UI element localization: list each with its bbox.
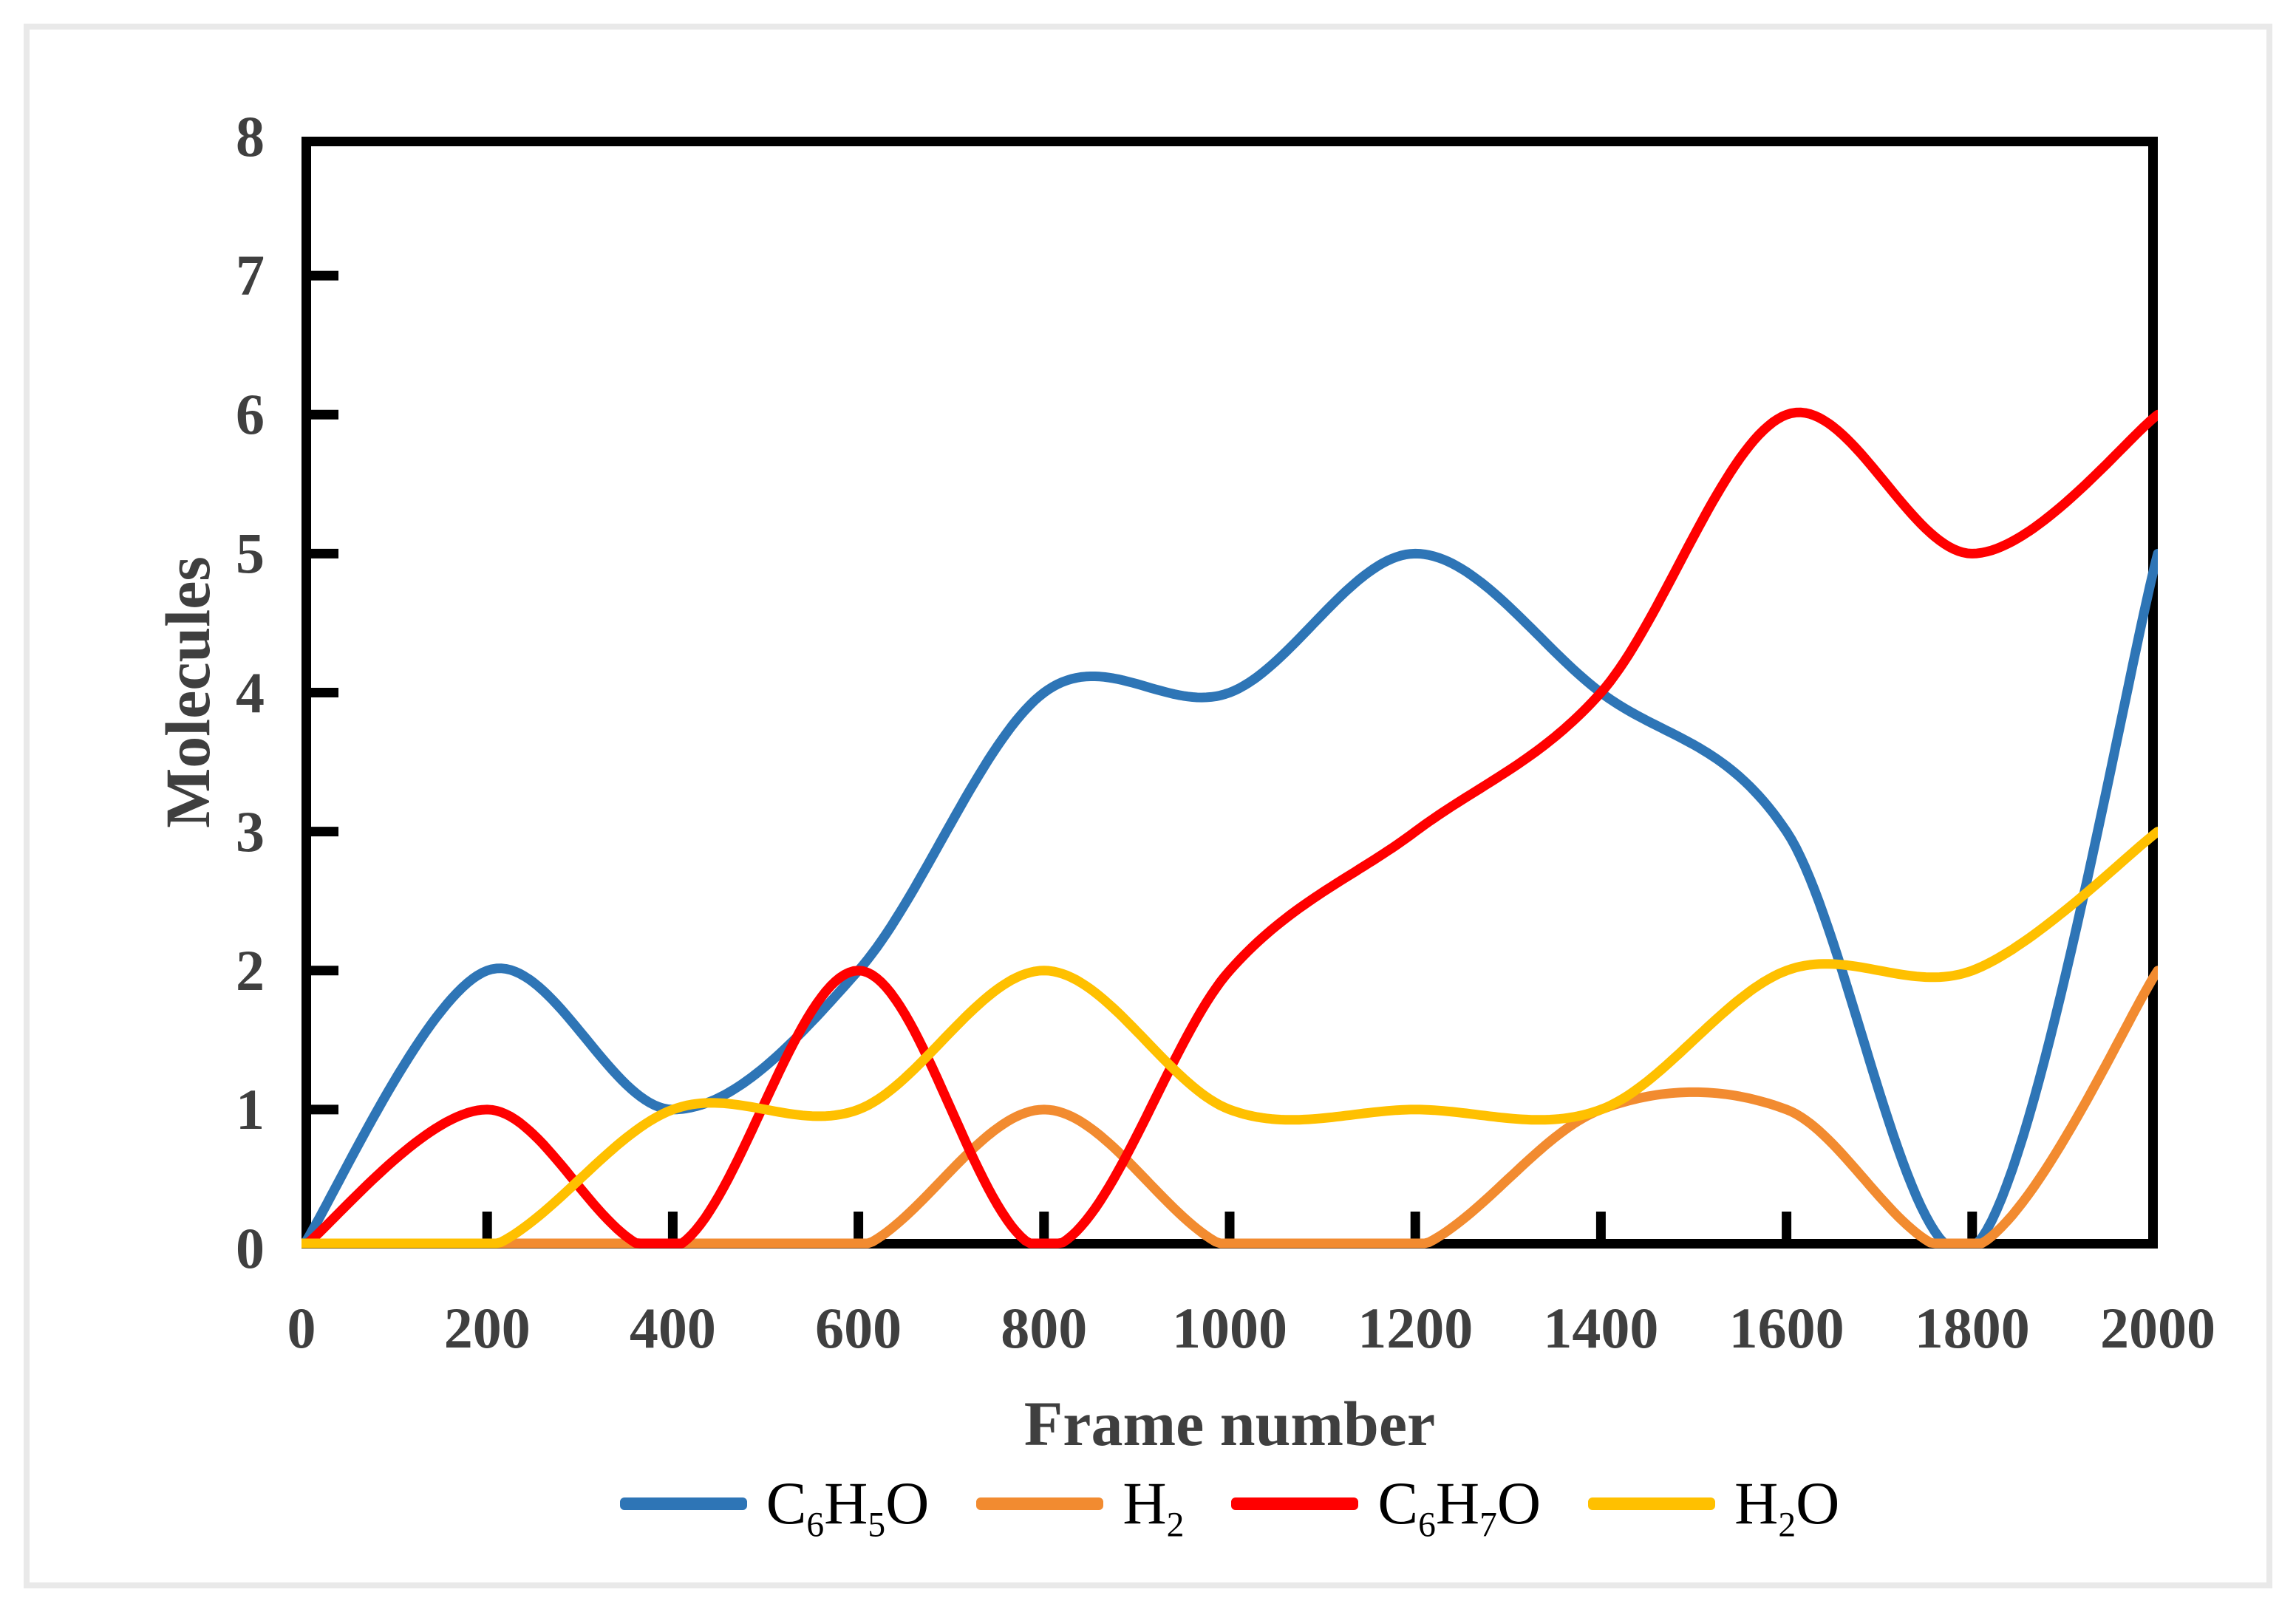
y-tick-label: 5	[236, 521, 265, 586]
legend-swatch-C6H7O	[1231, 1497, 1359, 1510]
x-axis-title: Frame number	[1023, 1388, 1436, 1459]
y-tick-label: 1	[236, 1076, 265, 1141]
x-tick-label: 1000	[1172, 1296, 1287, 1360]
figure-frame	[24, 24, 2272, 1588]
series-line-C6H7O	[302, 407, 2158, 1249]
legend-swatch-H2	[976, 1497, 1104, 1510]
x-tick-label: 1200	[1357, 1296, 1474, 1360]
series-line-H2O	[302, 827, 2158, 1249]
legend-label-C6H5O: C6H5O	[766, 1469, 930, 1545]
y-tick-label: 2	[236, 938, 265, 1003]
legend-item-C6H5O: C6H5O	[619, 1469, 930, 1545]
legend-item-C6H7O: C6H7O	[1231, 1469, 1542, 1545]
legend-swatch-C6H5O	[619, 1497, 747, 1510]
x-tick-label: 0	[287, 1296, 316, 1360]
x-tick-label: 1600	[1728, 1296, 1844, 1360]
legend: C6H5O H2 C6H7O H2O	[302, 1459, 2158, 1548]
legend-label-H2O: H2O	[1734, 1469, 1840, 1545]
plot-area	[302, 137, 2158, 1249]
legend-label-H2: H2	[1123, 1469, 1185, 1545]
y-tick-label: 4	[236, 660, 265, 725]
x-tick-label: 2000	[2100, 1296, 2215, 1360]
legend-label-C6H7O: C6H7O	[1377, 1469, 1542, 1545]
y-tick-label: 3	[236, 799, 265, 864]
y-tick-label: 7	[236, 243, 265, 308]
legend-item-H2: H2	[976, 1469, 1185, 1545]
y-tick-label: 8	[236, 104, 265, 168]
y-tick-label: 0	[236, 1216, 265, 1280]
legend-item-H2O: H2O	[1588, 1469, 1840, 1545]
y-tick-label: 6	[236, 382, 265, 447]
chart-svg	[302, 137, 2158, 1249]
series-line-C6H5O	[302, 548, 2158, 1249]
x-tick-label: 200	[443, 1296, 531, 1360]
x-tick-label: 1400	[1543, 1296, 1659, 1360]
x-tick-label: 1800	[1914, 1296, 2030, 1360]
series-line-H2	[302, 966, 2158, 1249]
legend-swatch-H2O	[1588, 1497, 1716, 1510]
x-tick-label: 400	[629, 1296, 716, 1360]
x-tick-label: 600	[815, 1296, 902, 1360]
x-tick-label: 800	[1001, 1296, 1088, 1360]
